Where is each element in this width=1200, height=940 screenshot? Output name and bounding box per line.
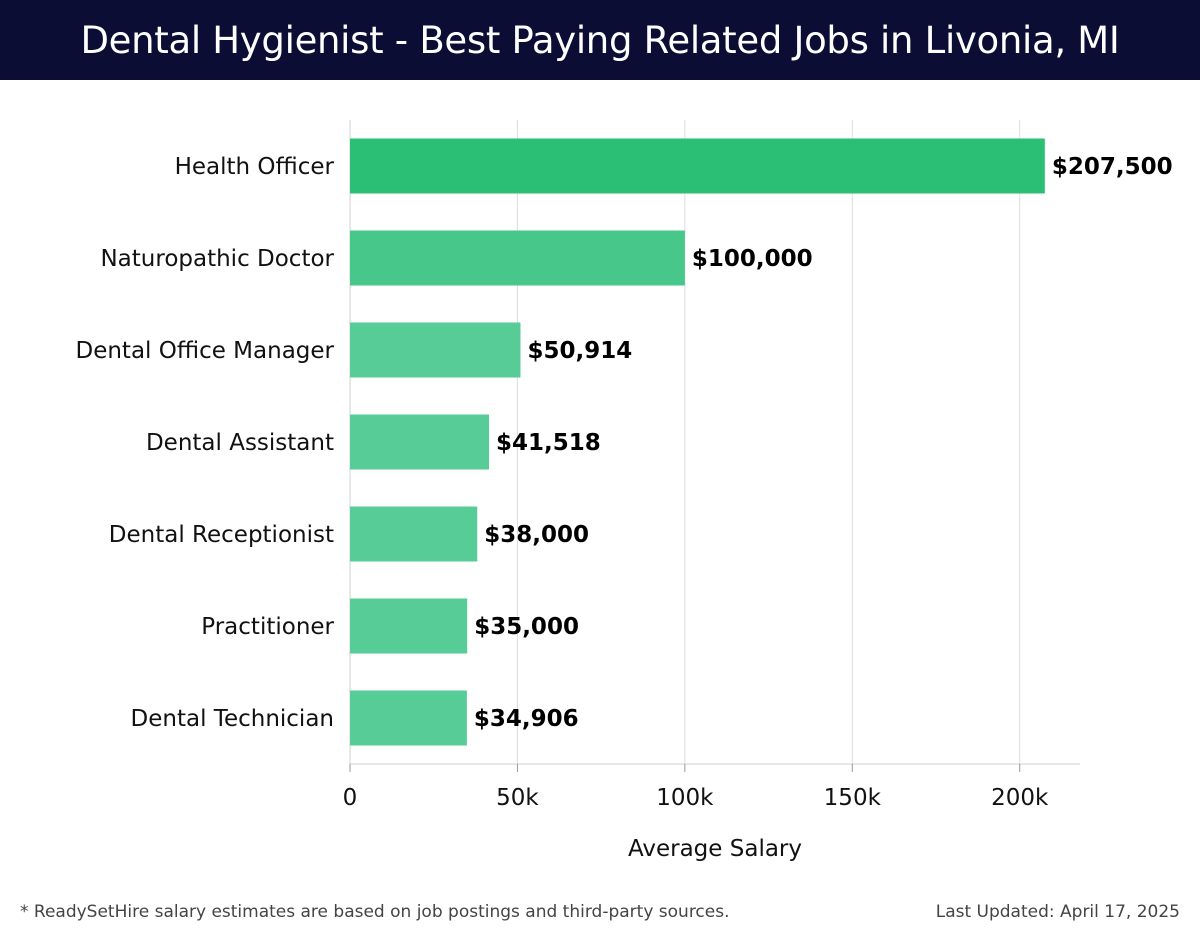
bar-5 [350,598,468,654]
chart-title: Dental Hygienist - Best Paying Related J… [80,18,1120,62]
category-label: Practitioner [201,614,334,640]
footnote: * ReadySetHire salary estimates are base… [20,902,730,922]
category-label: Dental Receptionist [109,522,334,548]
category-label: Health Officer [175,154,335,180]
value-label: $38,000 [484,522,589,548]
x-tick-label: 200k [991,785,1049,811]
x-tick-label: 50k [496,785,539,811]
value-label: $34,906 [474,706,579,732]
last-updated: Last Updated: April 17, 2025 [935,902,1180,922]
value-label: $50,914 [527,338,632,364]
value-label: $35,000 [474,614,579,640]
x-tick-label: 0 [343,785,358,811]
bar-0 [350,138,1045,194]
bar-4 [350,506,478,562]
category-label: Dental Office Manager [75,338,334,364]
category-label: Dental Assistant [146,430,334,456]
value-label: $41,518 [496,430,601,456]
chart-header: Dental Hygienist - Best Paying Related J… [0,0,1200,80]
value-label: $207,500 [1052,154,1173,180]
bar-2 [350,322,521,378]
bar-1 [350,230,685,286]
x-axis-title: Average Salary [628,836,802,862]
salary-bar-chart: 0 50k 100k 150k 200k Average Salary Health Off… [75,120,1173,862]
value-label: $100,000 [692,246,813,272]
x-tick-label: 150k [824,785,882,811]
category-label: Dental Technician [131,706,334,732]
category-label: Naturopathic Doctor [100,246,334,272]
bar-6 [350,690,467,746]
bar-3 [350,414,490,470]
x-tick-label: 100k [656,785,714,811]
